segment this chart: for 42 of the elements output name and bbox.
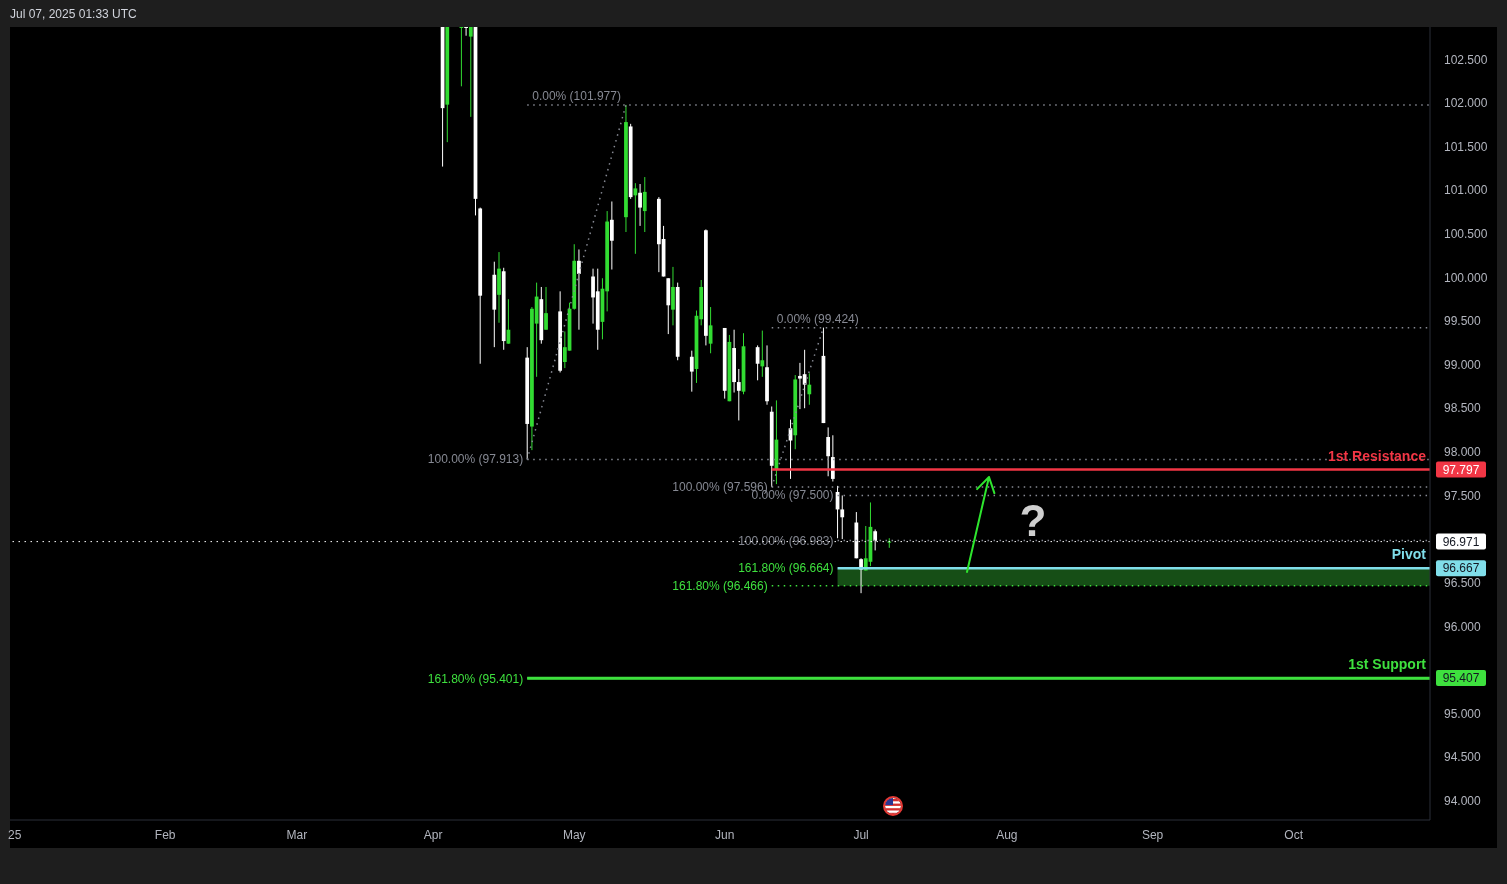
- series-label: 0.00% (101.977): [532, 88, 621, 103]
- y-tick-label: 96.000: [1444, 619, 1482, 634]
- series-label: 161.80% (96.466): [672, 578, 768, 593]
- y-tick-label: 99.000: [1444, 357, 1482, 372]
- legend-label: 161.80% (96.664): [738, 561, 834, 576]
- y-tick-label: 100.000: [1444, 270, 1488, 285]
- y-tick-label: 94.500: [1444, 750, 1482, 765]
- series-label: 161.80% (95.401): [427, 671, 524, 686]
- x-tick-label: Oct: [1284, 827, 1304, 842]
- y-tick-label: 102.500: [1444, 52, 1488, 67]
- y-tick-label: 102.000: [1444, 96, 1488, 111]
- y-tick-label: 98.000: [1444, 445, 1482, 460]
- data-label: 96.667: [1442, 561, 1480, 576]
- x-tick-label: Feb: [154, 827, 176, 842]
- series-label: 100.00% (97.913): [427, 452, 524, 467]
- y-tick-label: 98.500: [1444, 401, 1482, 416]
- y-tick-label: 101.500: [1444, 139, 1488, 154]
- y-tick-label: 94.000: [1444, 794, 1482, 809]
- text: Jul 07, 2025 01:33 UTC: [10, 7, 138, 21]
- y-tick-label: 100.500: [1444, 227, 1488, 242]
- y-tick-label: 96.500: [1444, 575, 1482, 590]
- y-tick-label: 97.500: [1444, 488, 1482, 503]
- x-tick-label: Sep: [1141, 827, 1164, 842]
- series-label: 100.00% (96.983): [738, 533, 834, 548]
- x-tick-label: May: [562, 827, 586, 842]
- annotation: ?: [1019, 495, 1047, 545]
- series-label: 1st Support: [1348, 656, 1427, 673]
- ref-line-label: 96.971: [1442, 534, 1480, 549]
- data-label: 95.407: [1442, 671, 1480, 686]
- series-label: 0.00% (99.424): [776, 311, 859, 326]
- series-label: Pivot: [1391, 546, 1427, 563]
- y-tick-label: 99.500: [1444, 314, 1482, 329]
- x-tick-label: Jul: [853, 827, 869, 842]
- y-tick-label: 95.000: [1444, 706, 1482, 721]
- x-tick-label: Jun: [715, 827, 735, 842]
- y-tick-label: 101.000: [1444, 183, 1488, 198]
- x-tick-label: Mar: [286, 827, 308, 842]
- series-label: 1st Resistance: [1327, 447, 1427, 464]
- data-label: 97.797: [1442, 462, 1480, 477]
- x-tick-label: Apr: [423, 827, 443, 842]
- x-tick-label: 25: [8, 827, 22, 842]
- x-tick-label: Aug: [996, 827, 1018, 842]
